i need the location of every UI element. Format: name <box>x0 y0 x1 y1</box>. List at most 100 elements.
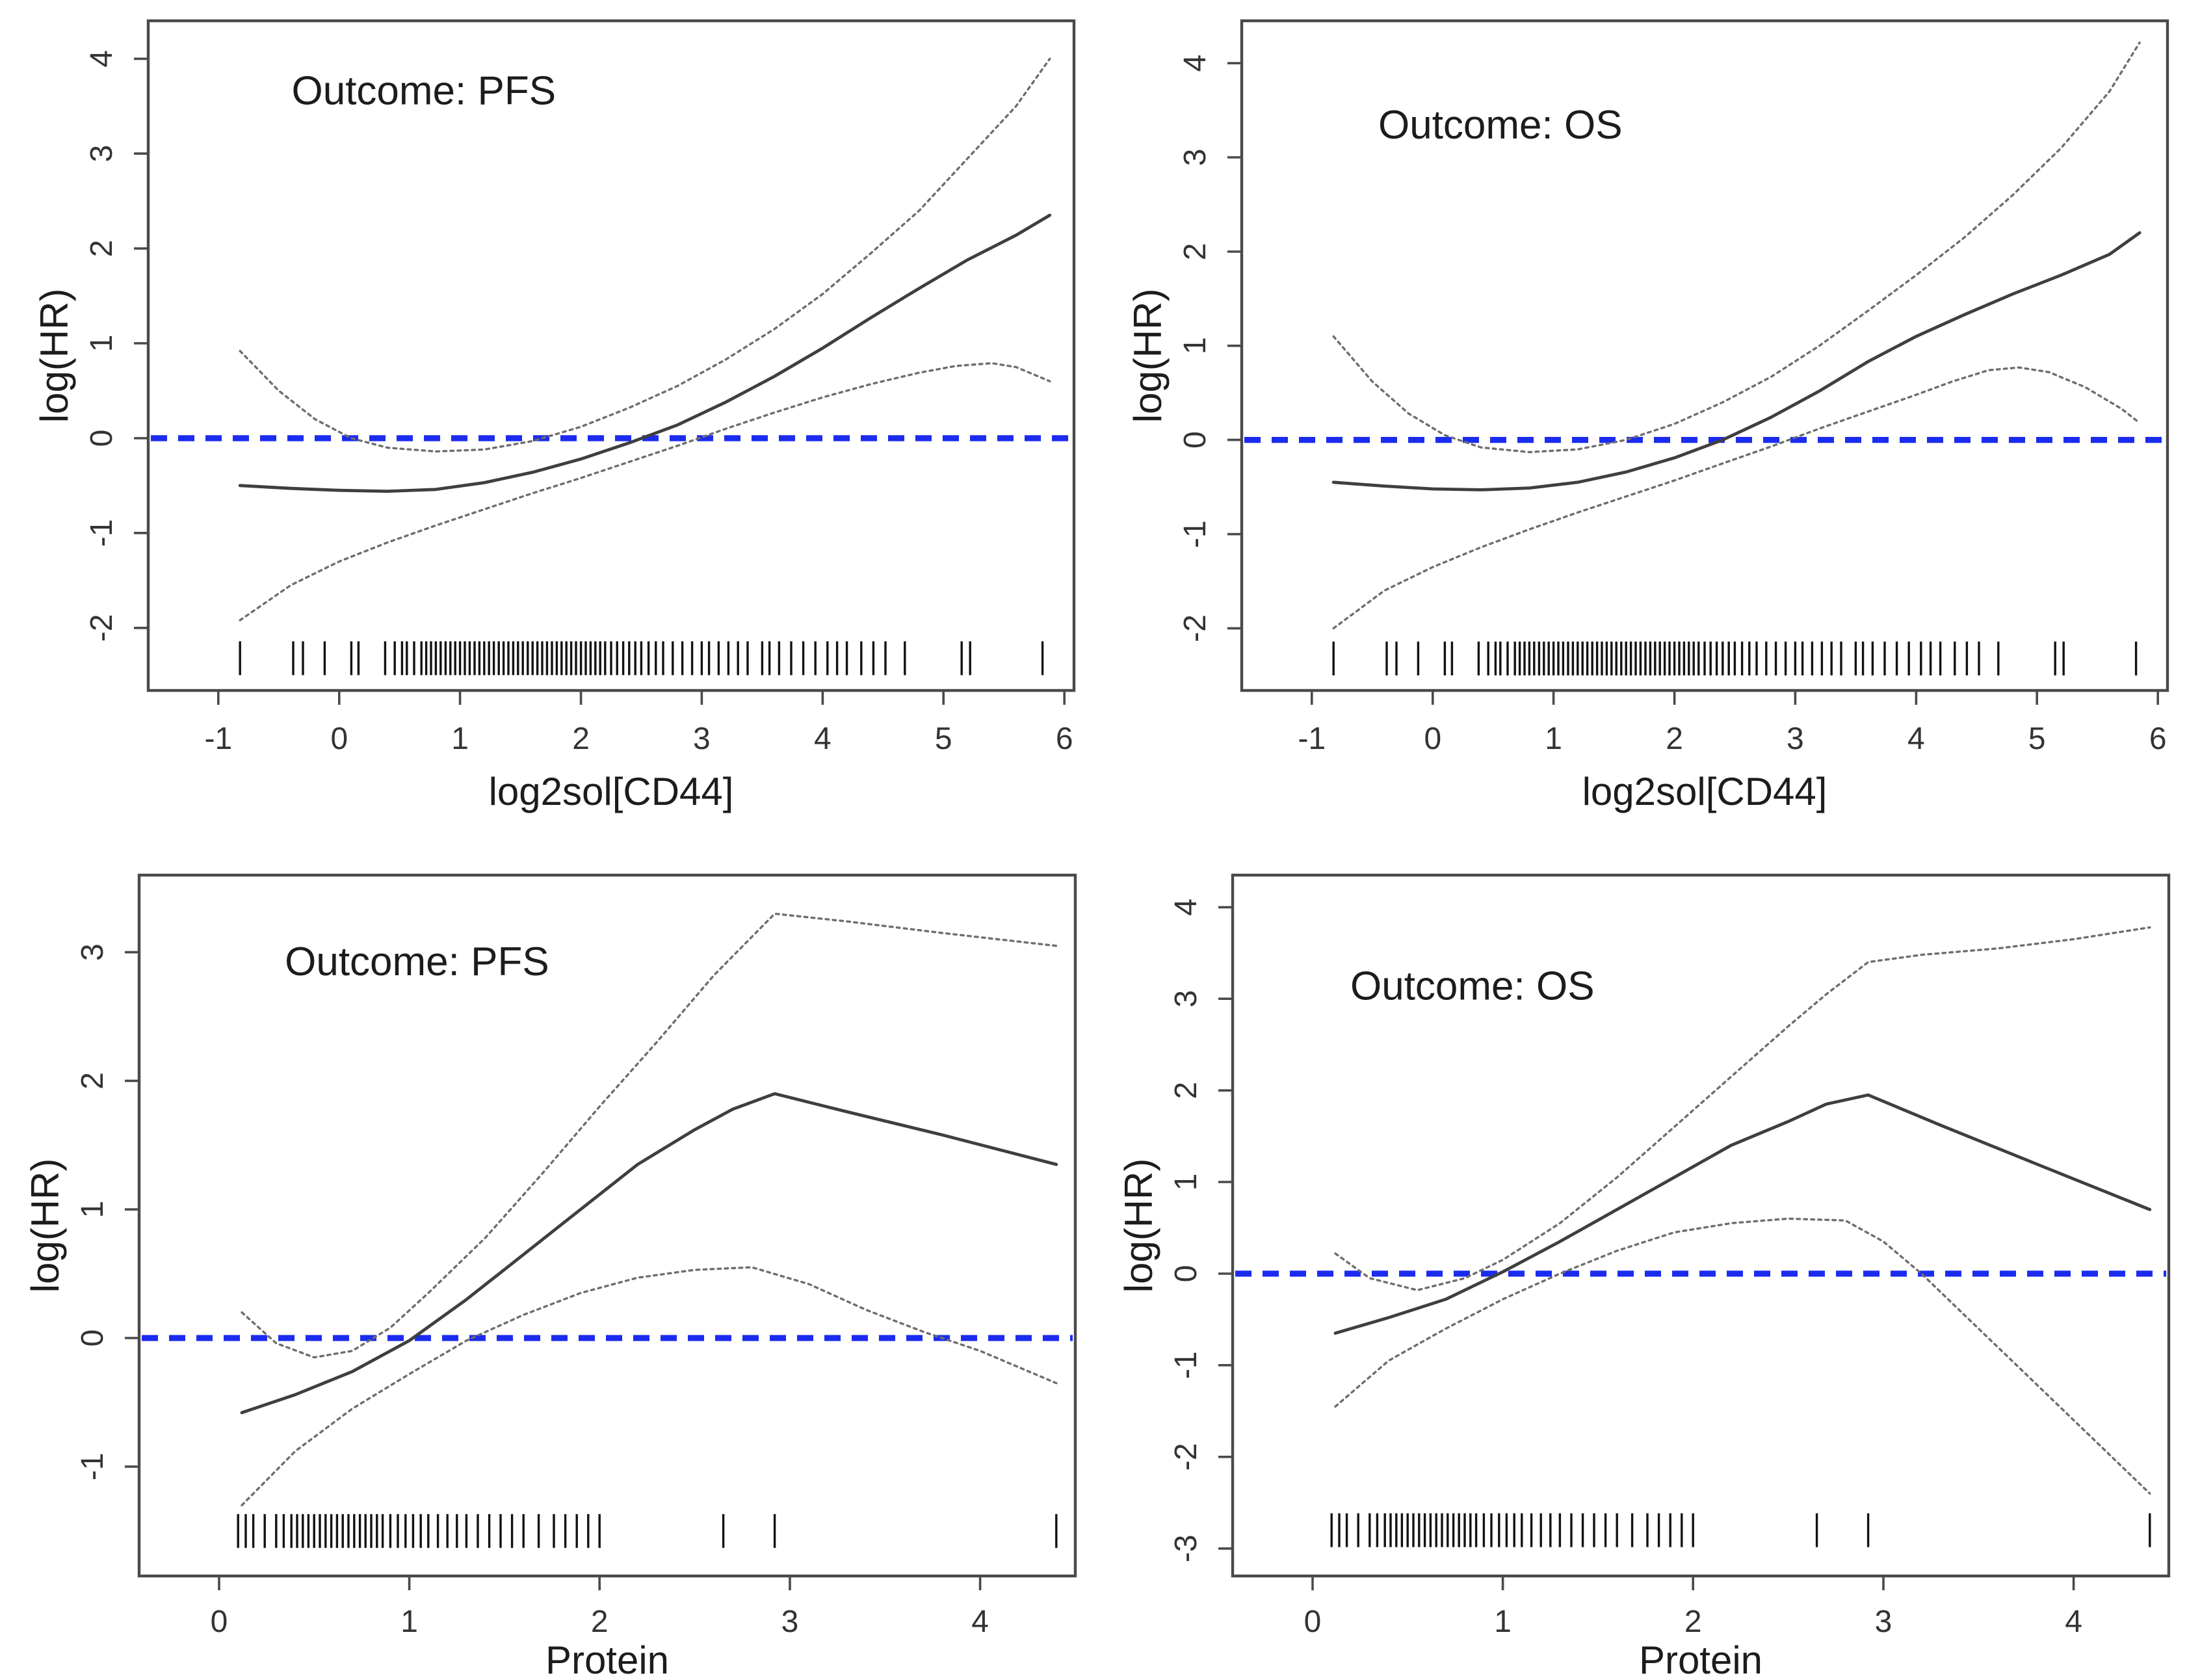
panel-pfs-cd44: -1 0 1 2 3 4 5 6 -2 -1 0 1 2 3 4 Outcome: PFS log2sol[CD… <box>0 0 1094 840</box>
x-axis: -1 0 1 2 3 4 5 6 <box>1298 690 2167 756</box>
x-tick-label: 0 <box>1424 722 1441 756</box>
x-axis-title: log2sol[CD44] <box>489 770 734 813</box>
y-axis-title: log(HR) <box>23 1159 67 1293</box>
y-tick-label: -1 <box>75 1452 110 1480</box>
rug-ticks <box>1330 1513 2151 1547</box>
estimate-curve <box>240 1092 1058 1415</box>
x-tick-label: 6 <box>1056 722 1073 756</box>
y-tick-label: 2 <box>85 240 119 257</box>
x-tick-label: 1 <box>400 1605 418 1639</box>
y-tick-label: -1 <box>1169 1351 1203 1379</box>
plot-pfs-vs-protein: 0 1 2 3 4 -1 0 1 2 3 Outcome: PFS Protein log(HR) <box>23 873 1077 1680</box>
x-tick-label: 2 <box>591 1605 609 1639</box>
x-tick-label: 3 <box>1787 722 1804 756</box>
y-tick-label: -1 <box>85 519 119 547</box>
y-tick-label: 1 <box>75 1201 110 1218</box>
x-tick-label: -1 <box>1298 722 1326 756</box>
plot-frame <box>146 19 1076 692</box>
upper-95ci-curve <box>1334 926 2151 1292</box>
x-axis: 0 1 2 3 4 <box>211 1576 989 1639</box>
lower-95ci-curve <box>239 361 1051 622</box>
x-tick-label: 4 <box>2065 1605 2082 1639</box>
x-tick-label: 0 <box>1304 1605 1322 1639</box>
x-tick-label: 1 <box>451 722 469 756</box>
y-tick-label: 4 <box>1169 899 1203 916</box>
y-tick-label: 3 <box>85 145 119 163</box>
estimate-curve <box>1331 231 2141 492</box>
y-tick-label: 2 <box>1178 243 1212 261</box>
rug-ticks <box>239 641 1044 676</box>
panel-os-protein: 0 1 2 3 4 -3 -2 -1 0 1 2 3 4 Outcome: OS Protein log(HR… <box>1094 840 2187 1680</box>
y-tick-label: 3 <box>1169 990 1203 1008</box>
x-tick-label: 0 <box>211 1605 228 1639</box>
x-axis-title: Protein <box>545 1638 669 1680</box>
x-tick-label: 3 <box>781 1605 799 1639</box>
rug-ticks <box>237 1514 1058 1548</box>
y-tick-label: 4 <box>1178 55 1212 72</box>
y-axis-title: log(HR) <box>1126 289 1170 423</box>
upper-95ci-curve <box>241 912 1058 1359</box>
plot-os-vs-cd44: -1 0 1 2 3 4 5 6 -2 -1 0 1 2 3 4 Outcome: OS log2sol[CD4… <box>1126 19 2169 813</box>
x-tick-label: -1 <box>204 722 232 756</box>
y-tick-label: -2 <box>85 614 119 642</box>
y-axis-title: log(HR) <box>1117 1159 1160 1293</box>
y-tick-label: -1 <box>1178 520 1212 548</box>
plot-frame <box>1240 19 2169 692</box>
x-tick-label: 5 <box>935 722 952 756</box>
x-tick-label: 4 <box>1907 722 1925 756</box>
y-tick-label: -2 <box>1178 614 1212 642</box>
y-tick-label: 0 <box>1178 431 1212 449</box>
estimate-curve <box>238 213 1052 493</box>
x-tick-label: 0 <box>330 722 348 756</box>
plot-frame <box>137 873 1077 1578</box>
y-tick-label: 4 <box>85 50 119 68</box>
x-tick-label: 3 <box>693 722 711 756</box>
y-tick-label: 1 <box>1169 1174 1203 1191</box>
lower-95ci-curve <box>1332 366 2141 630</box>
plot-pfs-vs-cd44: -1 0 1 2 3 4 5 6 -2 -1 0 1 2 3 4 Outcome: PFS log2sol[CD… <box>33 19 1076 813</box>
y-axis: -1 0 1 2 3 <box>75 943 139 1480</box>
x-tick-label: 2 <box>1666 722 1683 756</box>
y-axis: -2 -1 0 1 2 3 4 <box>1178 55 1242 642</box>
y-tick-label: 1 <box>85 335 119 352</box>
x-tick-label: 1 <box>1494 1605 1512 1639</box>
upper-95ci-curve <box>1332 41 2141 454</box>
x-tick-label: 4 <box>814 722 832 756</box>
plot-os-vs-protein: 0 1 2 3 4 -3 -2 -1 0 1 2 3 4 Outcome: OS Protein log(HR… <box>1117 873 2171 1680</box>
y-tick-label: 3 <box>75 943 110 961</box>
panel-title: Outcome: OS <box>1350 964 1595 1009</box>
y-tick-label: 1 <box>1178 337 1212 354</box>
y-tick-label: 2 <box>1169 1082 1203 1099</box>
x-tick-label: 2 <box>1684 1605 1702 1639</box>
x-tick-label: 4 <box>971 1605 989 1639</box>
y-tick-label: 3 <box>1178 149 1212 166</box>
upper-95ci-curve <box>239 57 1051 453</box>
x-axis-title: Protein <box>1639 1638 1762 1680</box>
panel-title: Outcome: OS <box>1378 103 1623 148</box>
x-tick-label: 1 <box>1545 722 1562 756</box>
y-axis: -3 -2 -1 0 1 2 3 4 <box>1169 899 1233 1562</box>
x-tick-label: 3 <box>1875 1605 1892 1639</box>
y-tick-label: 2 <box>75 1072 110 1090</box>
x-tick-label: 6 <box>2149 722 2167 756</box>
y-axis: -2 -1 0 1 2 3 4 <box>85 50 148 642</box>
x-tick-label: 2 <box>572 722 590 756</box>
lower-95ci-curve <box>1334 1217 2151 1495</box>
y-tick-label: -2 <box>1169 1443 1203 1471</box>
panel-title: Outcome: PFS <box>285 939 549 984</box>
x-tick-label: 5 <box>2028 722 2046 756</box>
panel-pfs-protein: 0 1 2 3 4 -1 0 1 2 3 Outcome: PFS Protein log(HR) <box>0 840 1094 1680</box>
panel-os-cd44: -1 0 1 2 3 4 5 6 -2 -1 0 1 2 3 4 Outcome: OS log2sol[CD4… <box>1094 0 2187 840</box>
x-axis-title: log2sol[CD44] <box>1582 770 1827 813</box>
y-tick-label: 0 <box>75 1330 110 1347</box>
y-axis-title: log(HR) <box>33 289 76 423</box>
panel-title: Outcome: PFS <box>292 68 557 113</box>
y-tick-label: 0 <box>85 430 119 447</box>
plot-frame <box>1231 873 2171 1578</box>
y-tick-label: 0 <box>1169 1265 1203 1283</box>
rug-ticks <box>1332 641 2138 676</box>
lower-95ci-curve <box>241 1266 1058 1506</box>
x-axis: 0 1 2 3 4 <box>1304 1576 2082 1639</box>
y-tick-label: -3 <box>1169 1534 1203 1562</box>
